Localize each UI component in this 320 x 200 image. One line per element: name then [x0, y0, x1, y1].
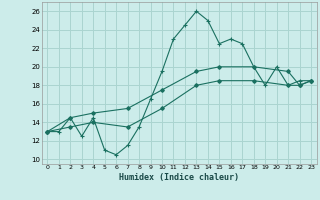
X-axis label: Humidex (Indice chaleur): Humidex (Indice chaleur): [119, 173, 239, 182]
